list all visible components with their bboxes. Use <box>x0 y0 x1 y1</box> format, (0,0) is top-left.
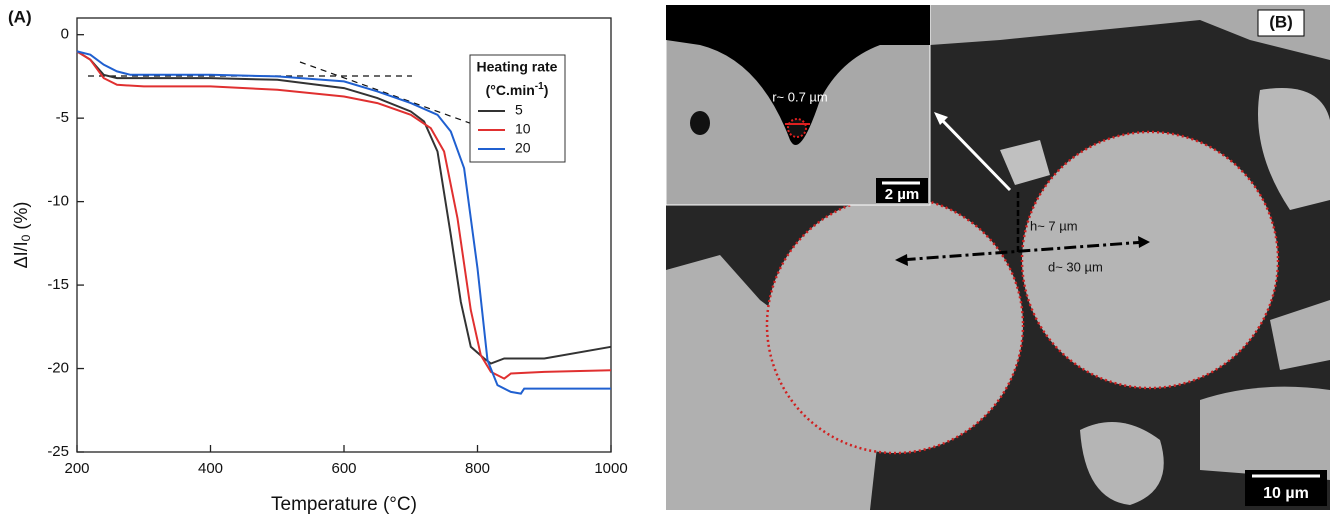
inset-scale-label: 2 µm <box>885 186 920 203</box>
y-tick-label: 0 <box>61 26 69 43</box>
y-tick-label: -15 <box>47 276 69 293</box>
particle <box>666 255 880 510</box>
legend-subtitle-tail: ) <box>544 82 549 98</box>
legend-title: Heating rate <box>477 59 558 75</box>
micrograph: h~ 7 µm d~ 30 µm r~ 0.7 µm 2 µm (B) 10 µ… <box>665 4 1330 510</box>
legend-subtitle-sup: -1 <box>535 81 544 92</box>
particle <box>930 5 1330 60</box>
series-line <box>76 50 612 380</box>
y-tick-label: -10 <box>47 193 69 210</box>
y-label-tail: (%) <box>11 202 31 235</box>
series-line <box>76 50 612 365</box>
particle <box>1270 300 1330 370</box>
panel-label: (B) <box>1269 12 1293 31</box>
inset-pore <box>666 5 930 145</box>
particle <box>1000 140 1050 185</box>
x-tick-label: 600 <box>331 460 356 477</box>
panel-label: (A) <box>8 7 32 26</box>
scale-label: 10 µm <box>1263 485 1309 502</box>
y-tick-label: -20 <box>47 360 69 377</box>
inset-pore <box>690 111 710 135</box>
neck-tip <box>787 118 807 138</box>
particle <box>1258 88 1330 210</box>
x-tick-label: 800 <box>465 460 490 477</box>
arrow-head <box>934 112 948 125</box>
legend-label: 20 <box>515 140 531 156</box>
legend-label: 10 <box>515 121 531 137</box>
y-axis-label: ΔI/I0 (%) <box>11 202 33 269</box>
x-tick-label: 1000 <box>594 460 627 477</box>
y-label-sub: 0 <box>19 234 33 241</box>
tangent-line <box>299 61 479 127</box>
x-axis-label: Temperature (°C) <box>271 494 417 515</box>
diameter-label: d~ 30 µm <box>1048 259 1103 274</box>
legend-label: 5 <box>515 102 523 118</box>
legend: 5 10 20 <box>478 102 531 156</box>
y-tick-label: -25 <box>47 443 69 460</box>
particle-outline <box>765 195 1025 455</box>
series-line <box>76 50 611 395</box>
legend-box <box>469 54 566 163</box>
x-tick-label: 400 <box>198 460 223 477</box>
panel-label-box <box>1257 9 1305 37</box>
particle <box>1080 422 1164 505</box>
neck-height-label: h~ 7 µm <box>1030 218 1078 233</box>
diameter-line <box>899 240 1146 262</box>
y-label-main: ΔI/I <box>11 241 31 268</box>
x-tick-label: 200 <box>64 460 89 477</box>
particle <box>1200 386 1330 480</box>
legend-subtitle: (°C.min-1) <box>486 81 549 98</box>
legend-subtitle-main: (°C.min <box>486 82 535 98</box>
inset-radius-label: r~ 0.7 µm <box>772 89 828 104</box>
inset-pointer <box>938 116 1012 192</box>
particle-outline <box>1020 130 1280 390</box>
y-tick-label: -5 <box>56 109 69 126</box>
